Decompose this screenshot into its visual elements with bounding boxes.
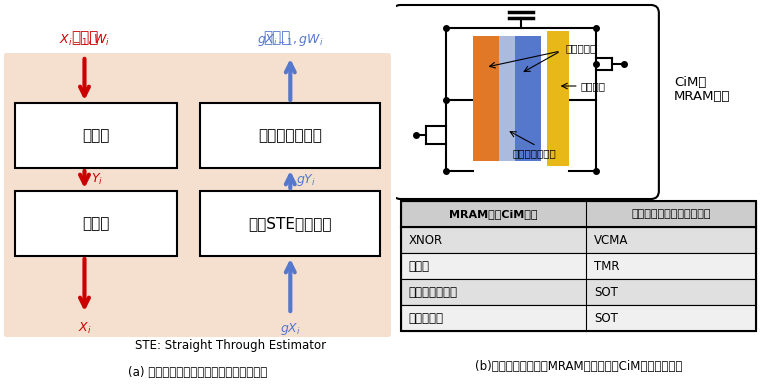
Text: $X_{i-1},W_i$: $X_{i-1},W_i$ bbox=[59, 33, 110, 48]
Text: VCMA: VCMA bbox=[594, 234, 628, 247]
FancyBboxPatch shape bbox=[392, 5, 659, 199]
Text: (a) 本提案での入力層および隠れ層の構造: (a) 本提案での入力層および隠れ層の構造 bbox=[127, 366, 267, 379]
Bar bbox=[547, 31, 569, 166]
Bar bbox=[401, 201, 756, 331]
Text: 活用スピントロニクス技術: 活用スピントロニクス技術 bbox=[631, 209, 710, 219]
Bar bbox=[15, 103, 177, 168]
Text: 順伝播: 順伝播 bbox=[71, 30, 98, 46]
Text: SOT: SOT bbox=[594, 286, 617, 298]
Bar bbox=[401, 253, 756, 279]
Text: $Y_i$: $Y_i$ bbox=[91, 172, 103, 187]
Text: 行列積: 行列積 bbox=[82, 128, 110, 143]
Text: $gX_{i-1},gW_i$: $gX_{i-1},gW_i$ bbox=[257, 32, 323, 48]
Text: $gY_i$: $gY_i$ bbox=[296, 171, 316, 188]
Bar bbox=[401, 279, 756, 305]
Text: 和演算: 和演算 bbox=[409, 259, 429, 273]
Bar bbox=[515, 36, 541, 161]
Text: STE: Straight Through Estimator: STE: Straight Through Estimator bbox=[135, 340, 326, 352]
Text: (b)本提案で活用するMRAMセル回路とCiMでの実現機能: (b)本提案で活用するMRAMセル回路とCiMでの実現機能 bbox=[475, 359, 683, 372]
Bar bbox=[15, 191, 177, 256]
Bar bbox=[498, 36, 515, 161]
Bar bbox=[200, 191, 380, 256]
Text: 行列積，３値化: 行列積，３値化 bbox=[258, 128, 322, 143]
Text: ２値化: ２値化 bbox=[82, 216, 110, 231]
FancyBboxPatch shape bbox=[4, 53, 391, 337]
Bar bbox=[401, 201, 756, 227]
Text: 改良STE，３値化: 改良STE，３値化 bbox=[248, 216, 332, 231]
Text: 重金属層: 重金属層 bbox=[581, 81, 606, 91]
Text: 活性化関数: 活性化関数 bbox=[409, 312, 444, 325]
Bar bbox=[200, 103, 380, 168]
Text: 強磁性体層: 強磁性体層 bbox=[566, 44, 597, 54]
Text: XNOR: XNOR bbox=[409, 234, 442, 247]
Bar bbox=[401, 227, 756, 253]
Text: MRAMセルCiM機能: MRAMセルCiM機能 bbox=[449, 209, 538, 219]
Text: 逆伝播: 逆伝播 bbox=[263, 30, 290, 46]
Text: $X_i$: $X_i$ bbox=[78, 321, 91, 336]
Text: CiM用
MRAMセル: CiM用 MRAMセル bbox=[674, 76, 730, 103]
Text: 確率的重み更新: 確率的重み更新 bbox=[409, 286, 458, 298]
Text: TMR: TMR bbox=[594, 259, 619, 273]
Bar bbox=[401, 305, 756, 331]
Bar bbox=[472, 36, 498, 161]
Text: SOT: SOT bbox=[594, 312, 617, 325]
Text: $gX_i$: $gX_i$ bbox=[280, 321, 301, 337]
Text: トンネルバリア: トンネルバリア bbox=[513, 149, 557, 159]
